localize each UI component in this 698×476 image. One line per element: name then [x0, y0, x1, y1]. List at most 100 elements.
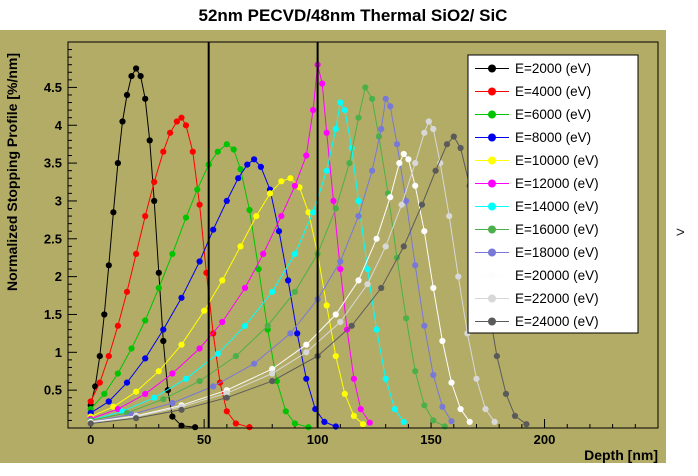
- data-point: [169, 250, 176, 257]
- data-point: [266, 190, 274, 197]
- data-point: [350, 375, 357, 382]
- data-point: [155, 284, 162, 292]
- data-point: [412, 262, 419, 269]
- legend-label: E=4000 (eV): [515, 84, 591, 99]
- x-tick-label: 150: [420, 432, 442, 447]
- data-point: [310, 107, 317, 114]
- data-point: [375, 133, 382, 140]
- data-point: [400, 150, 407, 158]
- series-line-9: [90, 153, 471, 423]
- data-point: [294, 330, 301, 337]
- data-point: [378, 284, 385, 292]
- legend-marker: [488, 271, 496, 280]
- data-point: [491, 418, 498, 425]
- y-tick-label: 4: [55, 118, 63, 133]
- data-point: [350, 412, 357, 419]
- data-point: [291, 250, 298, 257]
- data-point: [123, 91, 131, 99]
- data-point: [398, 201, 405, 208]
- data-point: [466, 418, 473, 425]
- data-point: [355, 114, 362, 121]
- data-point: [119, 118, 126, 125]
- data-point: [142, 317, 149, 324]
- data-point: [269, 288, 276, 295]
- data-point: [310, 209, 317, 216]
- data-point: [362, 84, 369, 91]
- legend-label: E=22000 (eV): [515, 291, 599, 306]
- data-point: [412, 368, 419, 375]
- data-point: [160, 337, 167, 345]
- data-point: [421, 228, 428, 235]
- data-point: [502, 390, 510, 397]
- data-point: [133, 415, 140, 422]
- data-point: [369, 167, 376, 174]
- data-point: [421, 402, 428, 409]
- legend-marker: [488, 202, 496, 211]
- data-point: [123, 288, 131, 295]
- legend-label: E=24000 (eV): [515, 314, 599, 329]
- series-markers-3: [87, 156, 339, 430]
- data-point: [373, 235, 380, 242]
- data-point: [178, 114, 185, 121]
- data-point: [278, 213, 285, 220]
- y-tick-label: 0.5: [44, 383, 62, 398]
- legend-label: E=10000 (eV): [515, 153, 599, 168]
- data-point: [291, 182, 298, 189]
- data-point: [337, 99, 344, 106]
- data-point: [357, 406, 364, 413]
- data-point: [382, 375, 389, 382]
- data-point: [366, 419, 373, 426]
- data-point: [319, 80, 326, 87]
- data-point: [393, 141, 401, 148]
- data-point: [105, 353, 112, 360]
- panel-expand-arrow[interactable]: >: [676, 224, 685, 241]
- data-point: [237, 243, 244, 250]
- data-point: [196, 201, 203, 208]
- data-point: [101, 311, 108, 318]
- data-point: [269, 378, 276, 385]
- data-point: [348, 144, 355, 152]
- data-point: [123, 379, 131, 386]
- data-point: [403, 315, 410, 322]
- data-point: [303, 152, 310, 159]
- y-tick-label: 2: [55, 269, 62, 284]
- data-point: [430, 284, 437, 292]
- data-point: [282, 408, 289, 415]
- data-point: [432, 167, 439, 174]
- data-point: [378, 125, 385, 133]
- data-point: [305, 209, 312, 216]
- data-point: [443, 141, 451, 148]
- series-line-8: [90, 97, 452, 423]
- data-point: [105, 398, 112, 405]
- data-point: [418, 201, 426, 208]
- y-axis-title: Normalized Stopping Profile [%/nm]: [4, 53, 20, 291]
- data-point: [87, 420, 94, 427]
- data-point: [473, 375, 480, 382]
- series-line-6: [90, 101, 405, 423]
- data-point: [330, 197, 337, 204]
- data-point: [128, 73, 135, 80]
- data-point: [369, 95, 376, 102]
- data-point: [133, 65, 140, 72]
- data-point: [355, 197, 362, 204]
- data-point: [194, 186, 201, 193]
- data-point: [341, 390, 348, 397]
- data-point: [323, 129, 330, 136]
- data-point: [337, 258, 344, 265]
- data-point: [278, 178, 285, 185]
- legend-label: E=18000 (eV): [515, 245, 599, 260]
- data-point: [439, 403, 446, 410]
- data-point: [173, 118, 180, 125]
- data-point: [323, 302, 330, 309]
- data-point: [412, 160, 419, 167]
- data-point: [421, 129, 428, 136]
- data-point: [251, 360, 258, 367]
- data-point: [523, 421, 530, 428]
- y-tick-label: 1.5: [44, 307, 62, 322]
- data-point: [178, 294, 185, 301]
- data-point: [511, 412, 519, 419]
- data-point: [430, 371, 437, 379]
- data-point: [303, 375, 310, 382]
- data-point: [341, 107, 348, 114]
- y-tick-label: 1: [55, 345, 62, 360]
